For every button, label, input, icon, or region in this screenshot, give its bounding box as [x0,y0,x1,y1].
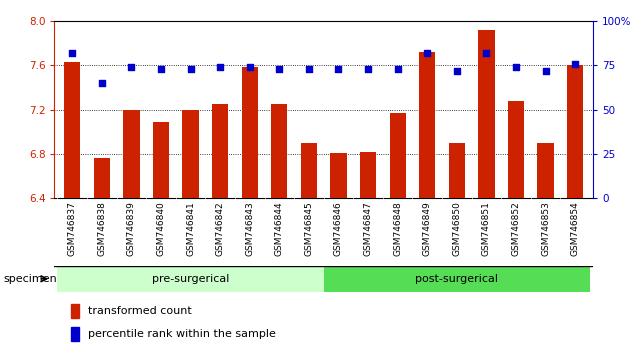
Point [540,68,551,74]
Text: GSM746839: GSM746839 [127,201,136,256]
Point [304,66,314,72]
Bar [567,65,583,198]
Text: GSM746842: GSM746842 [215,201,224,256]
Bar [183,110,199,198]
Point [156,66,166,72]
Bar [478,30,495,198]
Point [363,66,373,72]
Bar [242,67,258,198]
Text: pre-surgerical: pre-surgerical [152,274,229,284]
Text: GSM746851: GSM746851 [482,201,491,256]
Text: GSM746853: GSM746853 [541,201,550,256]
Text: post-surgerical: post-surgerical [415,274,498,284]
Text: GSM746854: GSM746854 [570,201,579,256]
Bar [94,159,110,198]
Text: transformed count: transformed count [88,306,192,316]
Bar [449,143,465,198]
Bar [71,304,79,318]
Bar [123,110,140,198]
Point [511,64,521,70]
Bar [324,266,590,292]
Bar [508,101,524,198]
Point [126,64,137,70]
Point [185,66,196,72]
Bar [390,113,406,198]
Point [452,68,462,74]
Text: GSM746845: GSM746845 [304,201,313,256]
Bar [58,266,324,292]
Text: percentile rank within the sample: percentile rank within the sample [88,329,276,339]
Point [333,66,344,72]
Point [481,50,492,56]
Text: GSM746846: GSM746846 [334,201,343,256]
Point [67,50,78,56]
Bar [419,52,435,198]
Text: specimen: specimen [3,274,57,284]
Point [245,64,255,70]
Text: GSM746849: GSM746849 [423,201,432,256]
Text: GSM746847: GSM746847 [363,201,372,256]
Bar [212,104,228,198]
Point [570,61,580,67]
Bar [153,122,169,198]
Text: GSM746837: GSM746837 [68,201,77,256]
Text: GSM746850: GSM746850 [453,201,462,256]
Text: GSM746852: GSM746852 [512,201,520,256]
Text: GSM746848: GSM746848 [393,201,402,256]
Bar [271,104,287,198]
Bar [330,153,347,198]
Point [274,66,285,72]
Point [97,80,107,86]
Text: GSM746838: GSM746838 [97,201,106,256]
Point [392,66,403,72]
Bar [537,143,554,198]
Text: GSM746841: GSM746841 [186,201,195,256]
Text: GSM746843: GSM746843 [246,201,254,256]
Bar [360,152,376,198]
Point [215,64,225,70]
Bar [64,62,80,198]
Bar [301,143,317,198]
Point [422,50,433,56]
Text: GSM746844: GSM746844 [275,201,284,256]
Bar [71,327,79,341]
Text: GSM746840: GSM746840 [156,201,165,256]
